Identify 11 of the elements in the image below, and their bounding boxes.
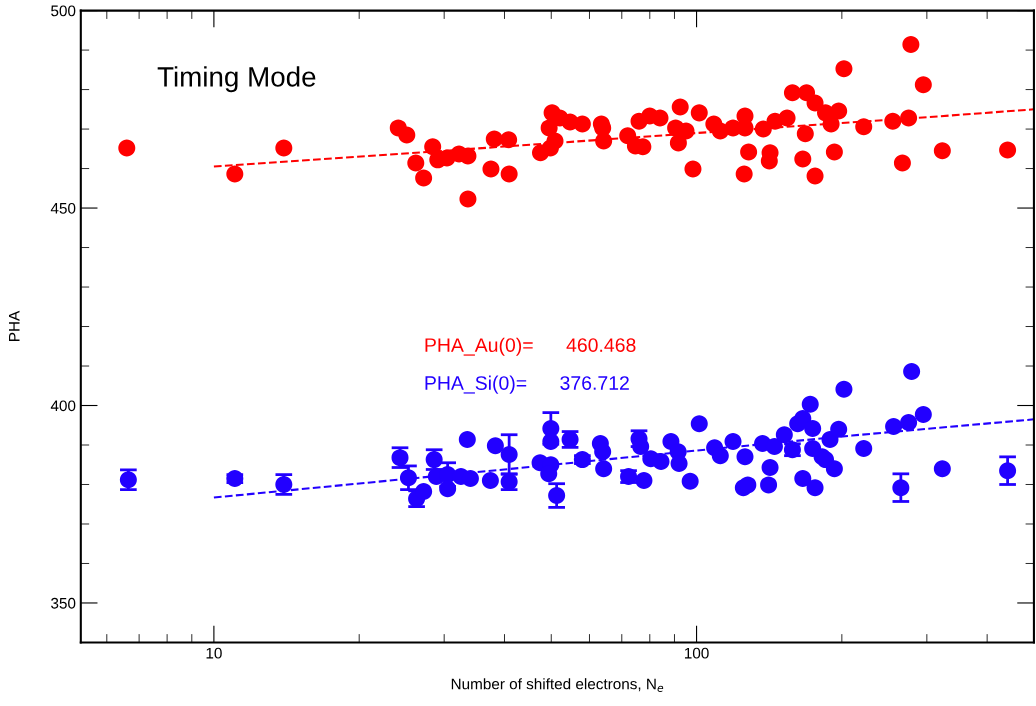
y-axis-title: PHA xyxy=(9,310,20,341)
annotation: PHA_Si(0)= 376.712 xyxy=(425,375,629,394)
y-tick-label: 450 xyxy=(50,202,76,214)
annotation: PHA_Au(0)= 460.468 xyxy=(425,337,636,356)
x-axis-title: Number of shifted electrons, N$_{e}$ xyxy=(451,678,664,692)
y-tick-label: 350 xyxy=(51,597,76,609)
y-tick-label: 500 xyxy=(51,5,76,17)
annotation: Timing Mode xyxy=(157,66,316,93)
y-tick-label: 400 xyxy=(50,400,76,412)
x-tick-label: 10 xyxy=(206,647,222,659)
x-tick-label: 100 xyxy=(684,647,709,659)
